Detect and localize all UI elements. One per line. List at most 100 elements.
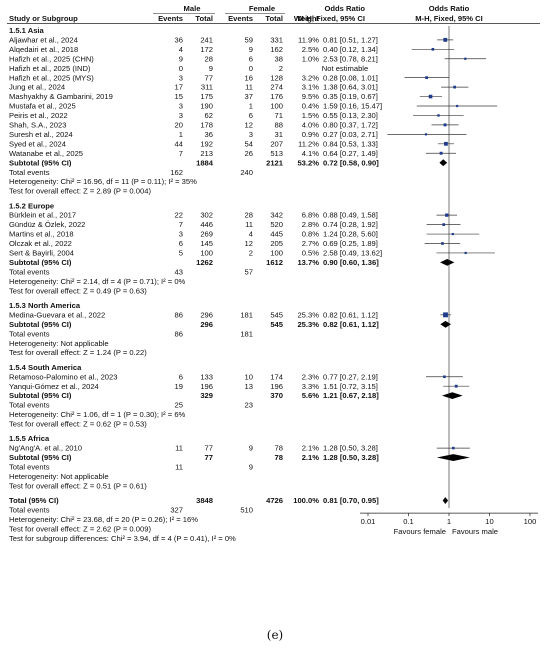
- female-total-header: Total: [265, 14, 283, 23]
- subgroup-1-study-13-name: Watanabe et al., 2025: [9, 149, 83, 158]
- subgroup-1-study-5-female-total: 128: [270, 73, 283, 82]
- subgroup-3-events-label: Total events: [9, 329, 50, 338]
- subgroup-2-subtotal-female-total: 1612: [266, 258, 283, 267]
- subgroup-1-study-8-weight: 0.4%: [302, 102, 320, 111]
- subgroup-1-study-8-point: [456, 104, 459, 108]
- subgroup-2-study-5-female-total: 100: [270, 249, 283, 258]
- subgroup-5-subtotal-male-total: 77: [205, 453, 213, 462]
- subgroup-2-study-2-ci-text: 0.74 [0.28, 1.92]: [323, 220, 378, 229]
- subgroup-4-heterogeneity: Heterogeneity: Chi² = 1.06, df = 1 (P = …: [9, 410, 186, 419]
- subgroup-2-study-5-female-events: 2: [249, 249, 253, 258]
- subgroup-3-subtotal-label: Subtotal (95% CI): [9, 320, 72, 329]
- subgroup-1-study-12-ci-text: 0.84 [0.53, 1.33]: [323, 139, 378, 148]
- subgroup-5-events-label: Total events: [9, 463, 50, 472]
- subgroup-1-subtotal-diamond: [439, 159, 448, 167]
- male-total-header: Total: [195, 14, 213, 23]
- subgroup-1-study-13-male-events: 7: [179, 149, 183, 158]
- subgroup-1-study-5-female-events: 16: [245, 73, 253, 82]
- subgroup-2-study-2-point: [442, 223, 446, 226]
- subgroup-1-study-3-name: Hafizh et al., 2025 (CHN): [9, 54, 94, 63]
- subgroup-1-study-2-point: [431, 47, 435, 51]
- subgroup-4-study-1-name: Retamoso-Palomino et al., 2023: [9, 372, 117, 381]
- subgroup-1-study-12-name: Syed et al., 2024: [9, 139, 66, 148]
- subgroup-2-study-4-point: [441, 242, 444, 245]
- female-events-header: Events: [228, 14, 253, 23]
- subgroup-1-study-11-name: Suresh et al., 2024: [9, 130, 73, 139]
- subgroup-2-study-1-female-total: 342: [270, 211, 283, 220]
- subgroup-3-subtotal-ci-text: 0.82 [0.61, 1.12]: [323, 320, 379, 329]
- subgroup-1-study-8-ci-text: 1.59 [0.16, 15.47]: [323, 102, 382, 111]
- subgroup-5-study-1-female-total: 78: [275, 444, 283, 453]
- subgroup-1-study-6-female-total: 274: [270, 83, 283, 92]
- subgroup-1-study-3-male-events: 9: [179, 54, 183, 63]
- subgroup-1-study-6-male-total: 311: [201, 83, 213, 92]
- subgroup-1-study-12-female-events: 54: [245, 139, 253, 148]
- subgroup-3-study-1-female-total: 545: [270, 310, 283, 319]
- subgroup-2-study-2-male-total: 446: [200, 220, 213, 229]
- subgroup-4-study-2-weight: 3.3%: [302, 382, 320, 391]
- subgroup-1-study-6-ci-text: 1.38 [0.64, 3.01]: [323, 83, 378, 92]
- subgroup-4-events-male: 25: [175, 401, 183, 410]
- subgroup-2-study-3-name: Martins et al., 2018: [9, 230, 74, 239]
- total-heterogeneity: Heterogeneity: Chi² = 23.68, df = 20 (P …: [9, 515, 198, 524]
- subgroup-1-study-13-weight: 4.1%: [302, 149, 320, 158]
- subgroup-1-study-11-weight: 0.9%: [302, 130, 320, 139]
- subgroup-1-heterogeneity: Heterogeneity: Chi² = 16.96, df = 11 (P …: [9, 177, 197, 186]
- female-group-header: Female: [249, 4, 275, 13]
- subgroup-4-study-1-weight: 2.3%: [302, 372, 320, 381]
- subgroup-1-study-2-name: Alqedairi et al., 2018: [9, 45, 78, 54]
- subgroup-1-study-9-male-events: 3: [179, 111, 183, 120]
- subgroup-1-study-1-ci-text: 0.81 [0.51, 1.27]: [323, 35, 378, 44]
- subgroup-3-heterogeneity: Heterogeneity: Not applicable: [9, 339, 109, 348]
- subgroup-5-study-1-name: Ng'Ang'A. et al., 2010: [9, 444, 82, 453]
- subgroup-1-study-13-female-events: 26: [245, 149, 253, 158]
- subgroup-1-study-10-female-total: 88: [275, 121, 283, 130]
- subgroup-3-subtotal-male-total: 296: [200, 320, 213, 329]
- subgroup-1-study-11-male-total: 36: [205, 130, 213, 139]
- subgroup-3-study-1-male-events: 86: [175, 310, 183, 319]
- subgroup-3-subtotal-female-total: 545: [270, 320, 283, 329]
- subgroup-3-study-1-weight: 25.3%: [297, 310, 319, 319]
- subgroup-4-title: 1.5.4 South America: [9, 363, 82, 372]
- odds-ratio-header-left: Odds Ratio: [324, 4, 365, 13]
- subgroup-1-study-3-point: [464, 57, 467, 60]
- subgroup-1-study-7-name: Mashyakhy & Gambarini, 2019: [9, 92, 113, 101]
- subgroup-1-study-2-male-events: 4: [179, 45, 183, 54]
- subgroup-1-study-1-female-total: 331: [270, 35, 283, 44]
- subgroup-1-study-8-name: Mustafa et al., 2025: [9, 102, 76, 111]
- subgroup-1-study-13-point: [439, 151, 443, 155]
- subgroup-1-study-3-weight: 1.0%: [302, 54, 320, 63]
- total-weight: 100.0%: [293, 496, 319, 505]
- subgroup-1-study-12-weight: 11.2%: [298, 139, 319, 148]
- subgroup-3-study-1-female-events: 181: [240, 310, 253, 319]
- subgroup-2-subtotal-diamond: [440, 258, 455, 266]
- subgroup-2-study-4-name: Olczak et al., 2022: [9, 239, 72, 248]
- x-tick-label-2: 0.1: [403, 517, 414, 526]
- subgroup-1-study-6-point: [453, 85, 457, 89]
- subgroup-2-study-3-male-events: 3: [179, 230, 183, 239]
- subgroup-1-events-female: 240: [240, 168, 253, 177]
- subgroup-1-study-1-female-events: 59: [245, 35, 253, 44]
- subgroup-1-study-5-point: [425, 76, 428, 80]
- subgroup-5-overall-effect: Test for overall effect: Z = 0.51 (P = 0…: [9, 481, 147, 490]
- subgroup-3-subtotal-weight: 25.3%: [297, 320, 319, 329]
- subgroup-1-study-4-female-total: 2: [279, 64, 283, 73]
- subgroup-2-study-1-weight: 6.8%: [302, 211, 320, 220]
- subgroup-4-subtotal-diamond: [441, 392, 463, 400]
- subgroup-3-study-1-male-total: 296: [200, 310, 213, 319]
- subgroup-2-subtotal-weight: 13.7%: [297, 258, 319, 267]
- subgroup-2-study-3-female-events: 4: [249, 230, 253, 239]
- subgroup-1-study-2-ci-text: 0.40 [0.12, 1.34]: [323, 45, 378, 54]
- subgroup-2-study-4-female-total: 205: [270, 239, 283, 248]
- subgroup-2-study-2-male-events: 7: [179, 220, 183, 229]
- subgroup-1-events-label: Total events: [9, 168, 50, 177]
- subgroup-4-study-1-point: [443, 375, 446, 379]
- subgroup-5-events-female: 9: [249, 463, 253, 472]
- subgroup-4-subtotal-female-total: 370: [270, 391, 283, 400]
- subgroup-3-subtotal-diamond: [440, 320, 451, 328]
- total-ci-text: 0.81 [0.70, 0.95]: [323, 496, 379, 505]
- subgroup-1-study-10-name: Shah, S.A., 2023: [9, 121, 66, 130]
- subgroup-5-subtotal-diamond: [436, 454, 470, 461]
- subgroup-1-study-13-female-total: 513: [270, 149, 283, 158]
- subgroup-1-study-10-weight: 4.0%: [302, 121, 320, 130]
